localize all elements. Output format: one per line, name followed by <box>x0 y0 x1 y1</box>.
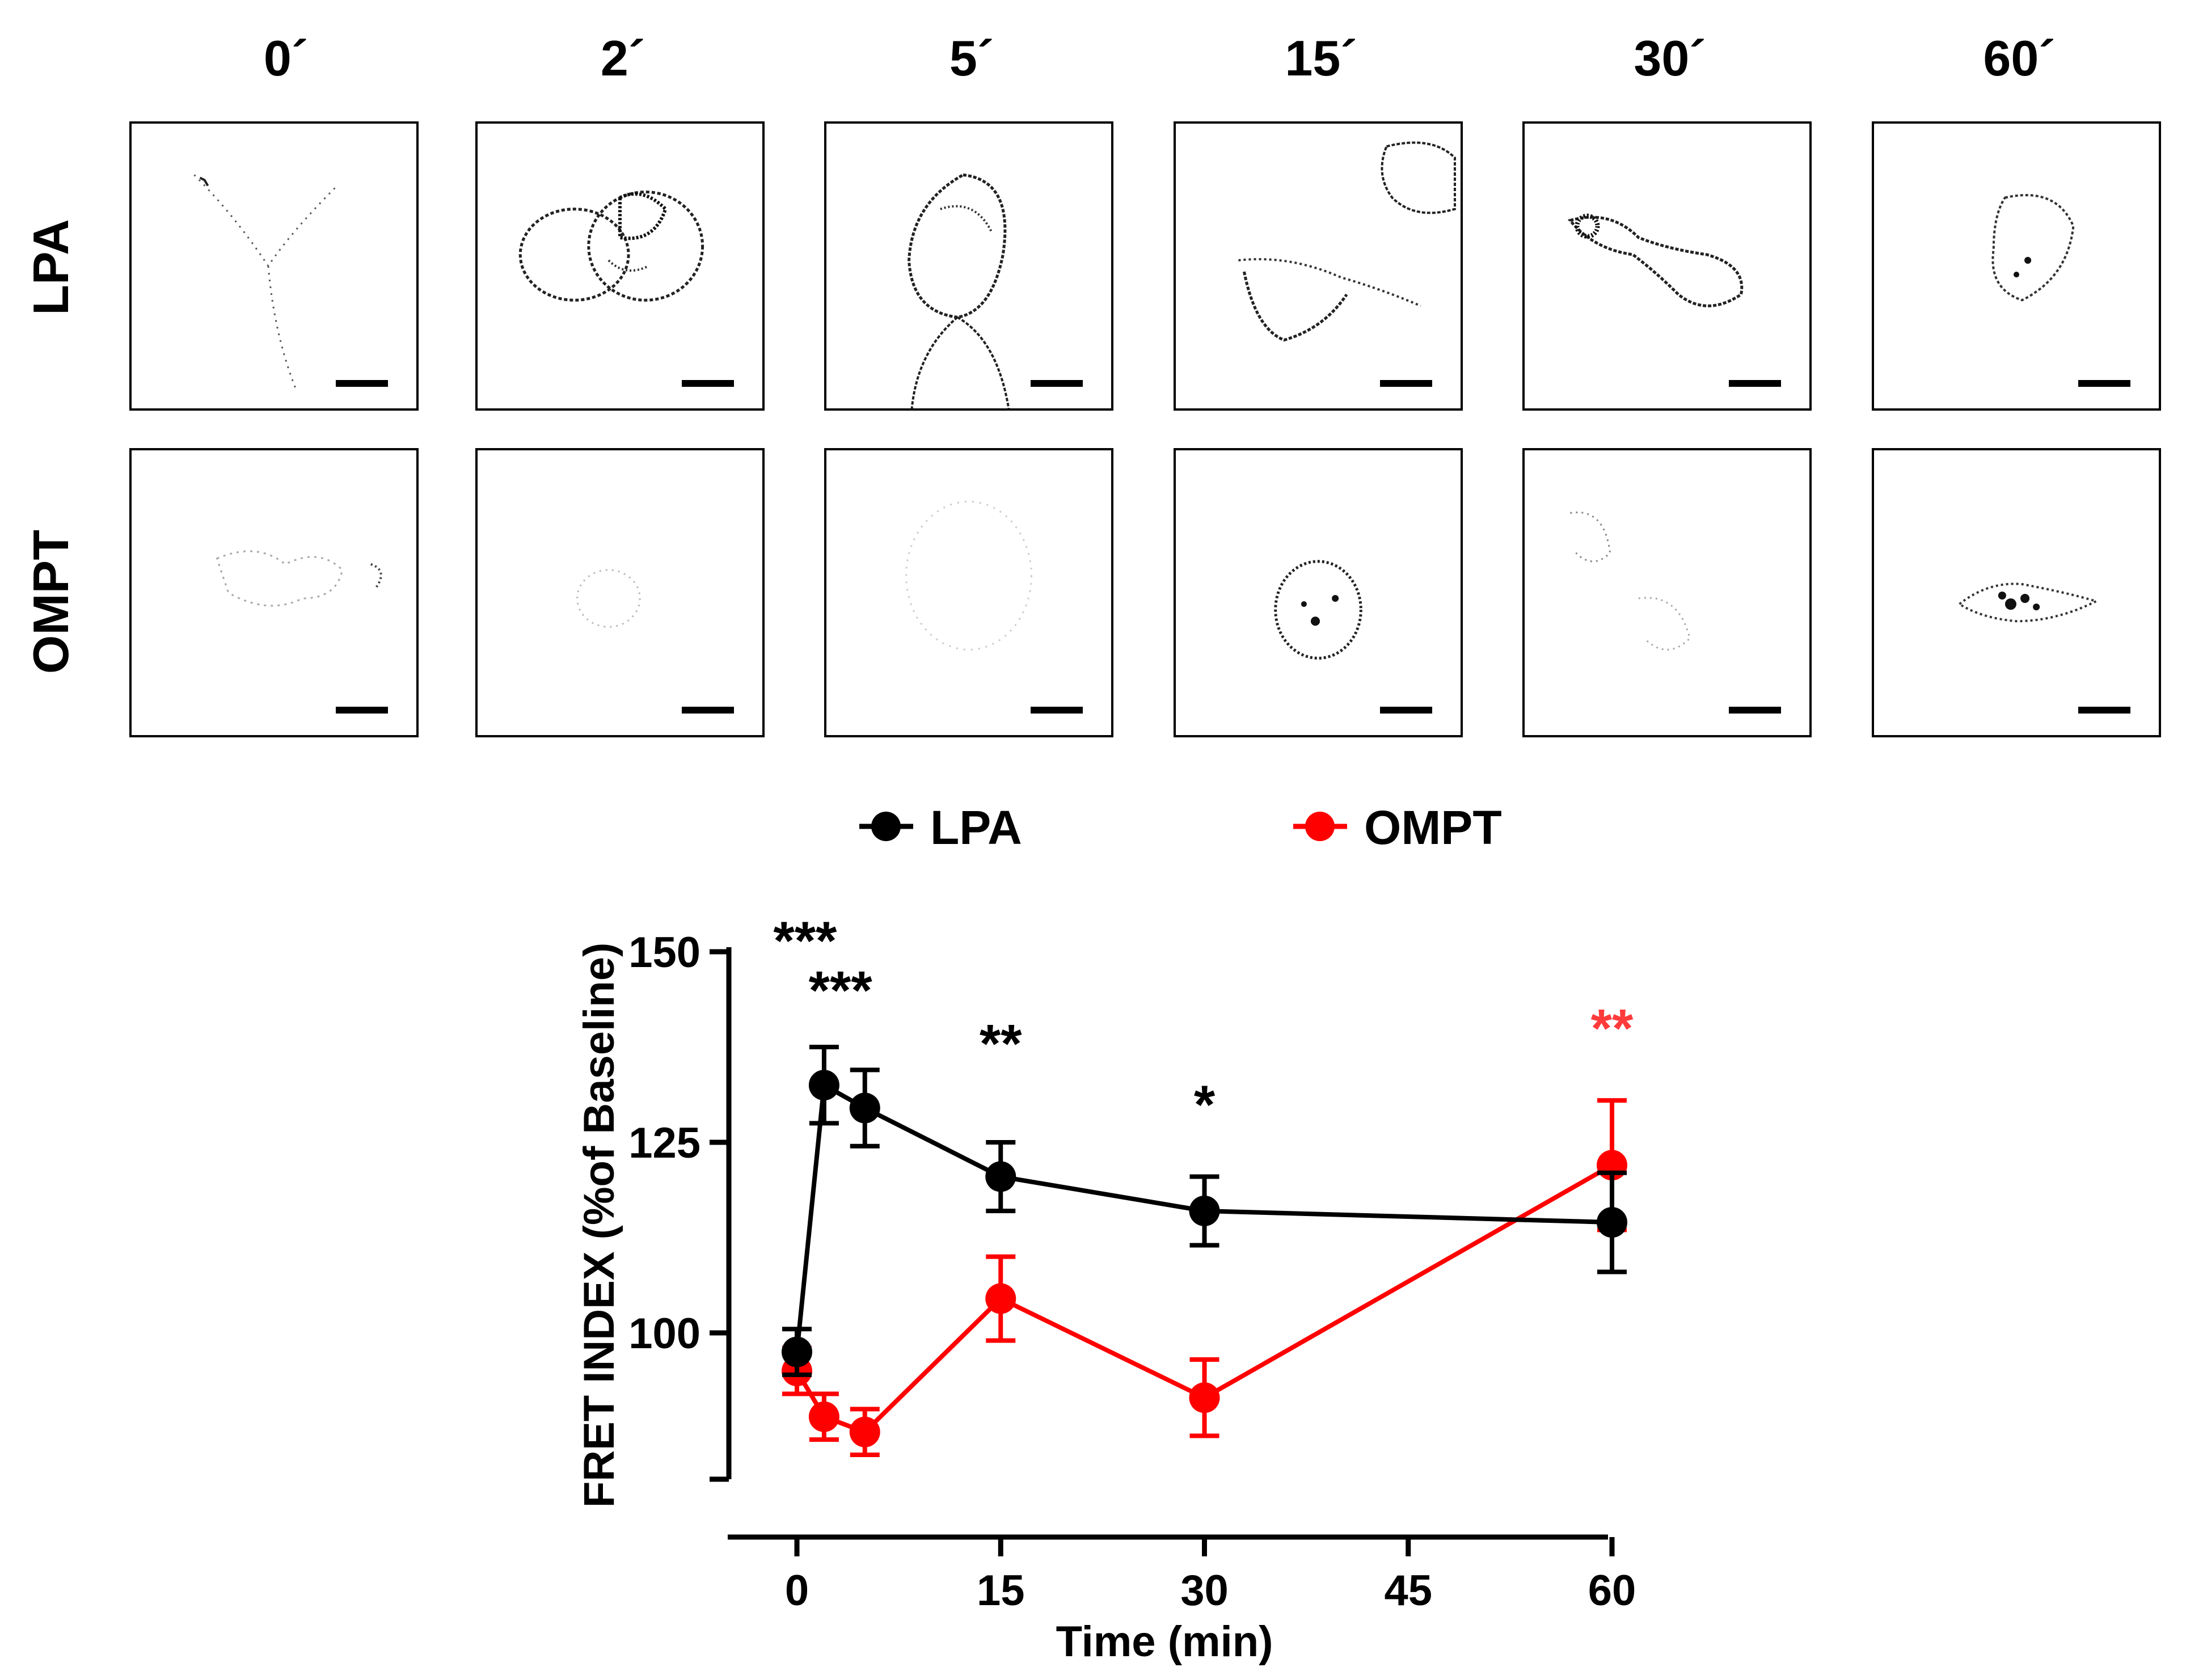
legend: LPA OMPT <box>859 801 1502 854</box>
panel-lpa-15 <box>1174 121 1463 411</box>
scale-bar <box>1031 380 1083 387</box>
cell-image-icon <box>1568 213 1744 307</box>
x-axis-label: Time (min) <box>1056 1618 1273 1666</box>
scale-bar <box>682 707 734 714</box>
scale-bar <box>2078 380 2130 387</box>
data-point-lpa <box>1189 1195 1220 1226</box>
series-layer <box>782 1045 1627 1458</box>
data-point-lpa <box>782 1336 812 1367</box>
x-tick-label: 45 <box>1384 1567 1432 1615</box>
y-tick-label: 150 <box>628 928 700 977</box>
time-label-30: 30´ <box>1634 30 1706 86</box>
y-tick-label: 125 <box>628 1119 700 1167</box>
cell-image-icon <box>1991 194 2075 302</box>
time-label-2: 2´ <box>600 30 645 86</box>
legend-label-ompt: OMPT <box>1364 801 1502 854</box>
scale-bar <box>1031 707 1083 714</box>
data-point-ompt <box>849 1416 880 1447</box>
panel-ompt-60 <box>1872 448 2161 737</box>
panel-ompt-2 <box>475 448 765 737</box>
y-tick-label: 100 <box>628 1310 700 1358</box>
data-point-ompt <box>1189 1382 1220 1413</box>
axis-ticks: 150 125 100 0 15 30 45 60 <box>628 928 1636 1615</box>
panel-ompt-5 <box>824 448 1113 737</box>
cell-image-icon <box>576 569 641 628</box>
series-lpa <box>782 1045 1627 1377</box>
significance-marker: *** <box>809 960 873 1021</box>
significance-marker: * <box>1194 1074 1216 1135</box>
data-point-lpa <box>1597 1207 1627 1238</box>
panel-ompt-30 <box>1522 448 1812 737</box>
scale-bar <box>336 380 388 387</box>
cell-image-icon <box>908 173 1010 408</box>
scale-bar <box>336 707 388 714</box>
y-axis-label: FRET INDEX (%of Baseline) <box>575 943 623 1508</box>
panel-lpa-30 <box>1522 121 1812 411</box>
scale-bar <box>1380 707 1432 714</box>
cell-image-icon <box>193 174 337 392</box>
significance-annotations: *********** <box>773 910 1634 1135</box>
cell-image-icon <box>1957 582 2099 623</box>
x-tick-label: 30 <box>1180 1567 1229 1615</box>
legend-item-ompt: OMPT <box>1293 801 1502 854</box>
x-tick-label: 0 <box>785 1567 809 1615</box>
data-point-ompt <box>808 1401 839 1432</box>
cell-image-icon <box>1274 560 1362 660</box>
cell-image-icon <box>1238 141 1456 342</box>
time-label-5: 5´ <box>949 30 994 86</box>
time-label-15: 15´ <box>1285 30 1357 86</box>
x-tick-label: 15 <box>977 1567 1025 1615</box>
cell-image-icon <box>905 500 1032 651</box>
significance-marker: *** <box>773 910 837 971</box>
legend-marker-lpa <box>871 812 901 841</box>
legend-item-lpa: LPA <box>859 801 1022 854</box>
panel-lpa-60 <box>1872 121 2161 411</box>
data-point-lpa <box>808 1070 839 1101</box>
scale-bar <box>1729 380 1781 387</box>
panel-ompt-15 <box>1174 448 1463 737</box>
scale-bar <box>1380 380 1432 387</box>
significance-marker: ** <box>980 1014 1022 1074</box>
time-label-0: 0´ <box>263 30 309 86</box>
data-point-lpa <box>985 1161 1016 1192</box>
cell-image-icon <box>216 550 382 607</box>
legend-marker-ompt <box>1305 812 1335 841</box>
legend-label-lpa: LPA <box>930 801 1022 854</box>
panel-lpa-0 <box>129 121 419 411</box>
data-point-lpa <box>849 1092 880 1124</box>
data-point-ompt <box>985 1283 1016 1314</box>
panel-ompt-0 <box>129 448 419 737</box>
panel-lpa-2 <box>475 121 765 411</box>
x-tick-label: 60 <box>1588 1567 1636 1615</box>
time-label-60: 60´ <box>1983 30 2056 86</box>
cell-image-icon <box>518 190 704 302</box>
series-ompt <box>782 1098 1627 1458</box>
significance-marker: ** <box>1591 998 1634 1059</box>
scale-bar <box>682 380 734 387</box>
scale-bar <box>2078 707 2130 714</box>
scale-bar <box>1729 707 1781 714</box>
panel-lpa-5 <box>824 121 1113 411</box>
series-line-lpa <box>795 1081 1613 1353</box>
